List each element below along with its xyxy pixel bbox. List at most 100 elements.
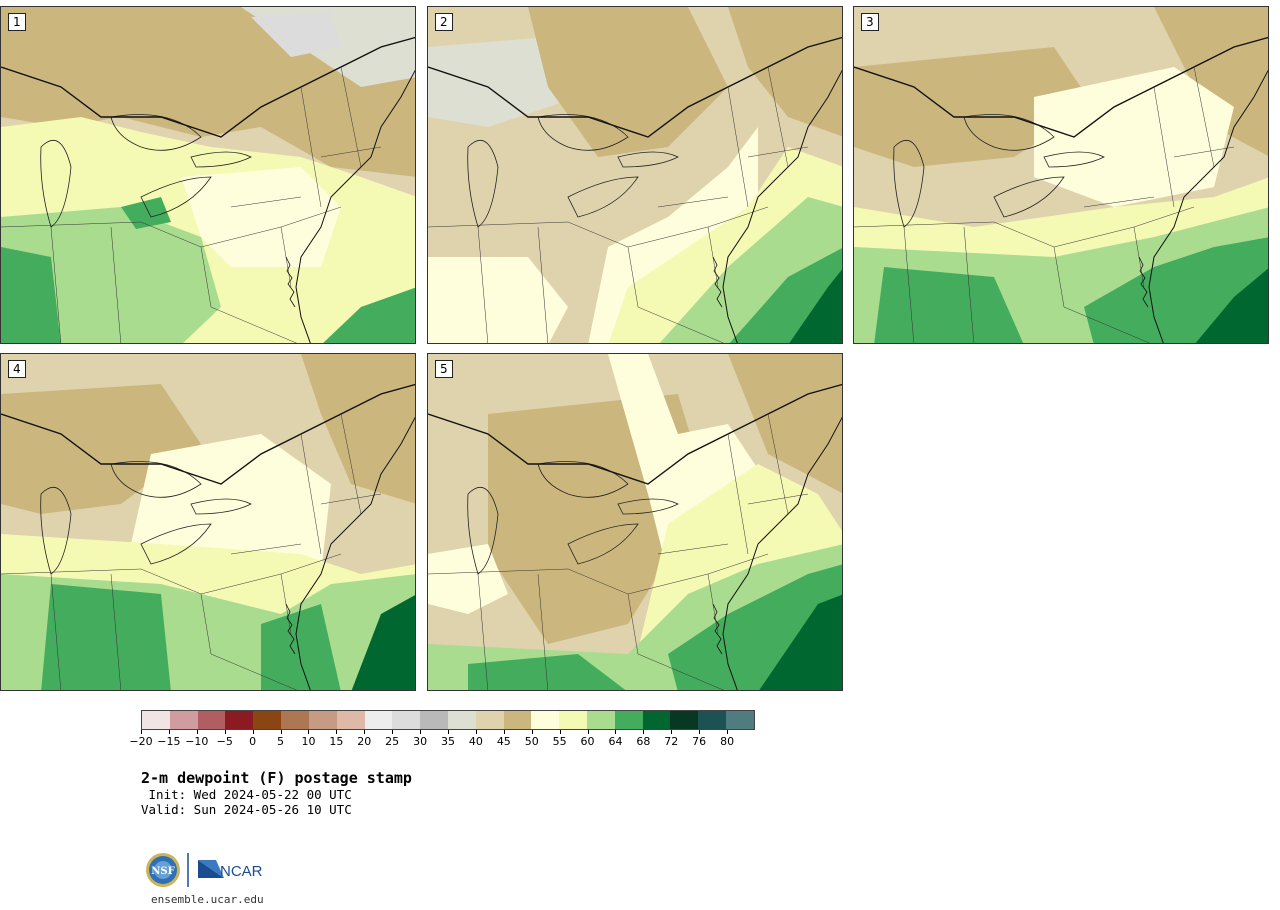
state-line — [1153, 86, 1175, 208]
colorbar-swatch — [447, 711, 476, 729]
colorbar-tick — [559, 730, 561, 734]
colorbar-swatch — [531, 711, 560, 729]
colorbar-tick — [308, 730, 310, 734]
colorbar-swatch — [587, 711, 615, 729]
colorbar-swatch — [169, 711, 198, 729]
state-line — [747, 146, 809, 158]
state-line — [428, 221, 569, 228]
lake-michigan-outline — [893, 140, 925, 228]
state-line — [657, 196, 729, 208]
bay-outline — [285, 603, 296, 655]
state-line — [110, 573, 122, 690]
state-line — [963, 226, 975, 343]
state-line — [140, 206, 342, 248]
lake-huron-outline — [963, 114, 1055, 151]
lake-michigan-outline — [40, 140, 72, 228]
lake-erie-outline — [567, 523, 639, 565]
dewpoint-region — [428, 544, 508, 614]
coastline — [295, 69, 415, 343]
nsf-logo-icon: NSF — [146, 853, 180, 887]
border-line — [854, 36, 1268, 138]
state-line — [567, 206, 769, 248]
colorbar-tick-label: −5 — [216, 735, 233, 748]
lake-ontario-outline — [1043, 151, 1105, 168]
state-line — [627, 246, 724, 343]
colorbar-tick — [475, 730, 477, 734]
colorbar-tick-label: 68 — [636, 735, 651, 748]
border-line — [1, 36, 415, 138]
panel-label: 3 — [861, 13, 879, 31]
state-line — [1053, 246, 1150, 343]
state-line — [854, 221, 995, 228]
dewpoint-region — [1, 247, 61, 343]
colorbar-tick-label: 76 — [692, 735, 707, 748]
colorbar-swatch — [670, 711, 699, 729]
colorbar-tick — [615, 730, 617, 734]
colorbar-tick — [531, 730, 533, 734]
colorbar-tick-label: 20 — [357, 735, 372, 748]
lake-erie-outline — [993, 176, 1065, 218]
state-line — [537, 573, 549, 690]
postage-stamp-panel-5: 5 — [427, 353, 843, 691]
dewpoint-region — [468, 654, 626, 690]
colorbar-swatch — [253, 711, 282, 729]
colorbar-tick — [196, 730, 198, 734]
postage-stamp-panel-3: 3 — [853, 6, 1269, 344]
coastline — [295, 416, 415, 690]
state-line — [110, 226, 122, 343]
colorbar-tick-label: 35 — [441, 735, 455, 748]
coastline — [1148, 69, 1268, 343]
colorbar-swatch — [559, 711, 587, 729]
colorbar-tick — [643, 730, 645, 734]
colorbar-swatch — [475, 711, 504, 729]
colorbar-swatch — [614, 711, 643, 729]
bay-outline — [1138, 256, 1149, 308]
valid-time: Valid: Sun 2024-05-26 10 UTC — [141, 802, 352, 817]
colorbar-tick — [168, 730, 170, 734]
dewpoint-region — [121, 197, 171, 229]
state-line — [627, 593, 724, 690]
colorbar-swatch — [308, 711, 337, 729]
lake-ontario-outline — [190, 498, 252, 515]
init-time: Init: Wed 2024-05-22 00 UTC — [141, 787, 352, 802]
postage-stamp-panel-4: 4 — [0, 353, 416, 691]
colorbar-tick — [364, 730, 366, 734]
state-line — [230, 196, 302, 208]
lake-huron-outline — [110, 461, 202, 498]
state-line — [727, 433, 749, 555]
colorbar-tick-label: 10 — [301, 735, 316, 748]
lake-erie-outline — [567, 176, 639, 218]
border-line — [428, 383, 842, 485]
state-line — [320, 146, 382, 158]
border-line — [428, 36, 842, 138]
state-line — [230, 543, 302, 555]
state-line — [340, 413, 362, 515]
state-line — [50, 573, 62, 690]
colorbar-tick — [671, 730, 673, 734]
dewpoint-region — [41, 584, 171, 690]
colorbar-swatch — [225, 711, 254, 729]
dewpoint-region — [728, 354, 842, 493]
lake-huron-outline — [537, 114, 629, 151]
colorbar — [141, 710, 755, 730]
dewpoint-region — [759, 594, 842, 690]
colorbar-tick-label: 15 — [329, 735, 344, 748]
colorbar-tick-label: 50 — [524, 735, 539, 748]
dewpoint-region — [251, 12, 341, 57]
colorbar-tick — [280, 730, 282, 734]
colorbar-tick-label: 80 — [720, 735, 735, 748]
colorbar-tick — [336, 730, 338, 734]
colorbar-swatch — [364, 711, 393, 729]
colorbar-tick-label: 30 — [413, 735, 428, 748]
svg-text:NSF: NSF — [151, 866, 174, 877]
colorbar-tick — [587, 730, 589, 734]
bay-outline — [712, 603, 723, 655]
lake-huron-outline — [110, 114, 202, 151]
lake-erie-outline — [140, 523, 212, 565]
colorbar-swatch — [142, 711, 170, 729]
bay-outline — [712, 256, 723, 308]
colorbar-tick-label: 72 — [664, 735, 679, 748]
colorbar-swatch — [726, 711, 754, 729]
state-line — [727, 86, 749, 208]
lake-ontario-outline — [190, 151, 252, 168]
